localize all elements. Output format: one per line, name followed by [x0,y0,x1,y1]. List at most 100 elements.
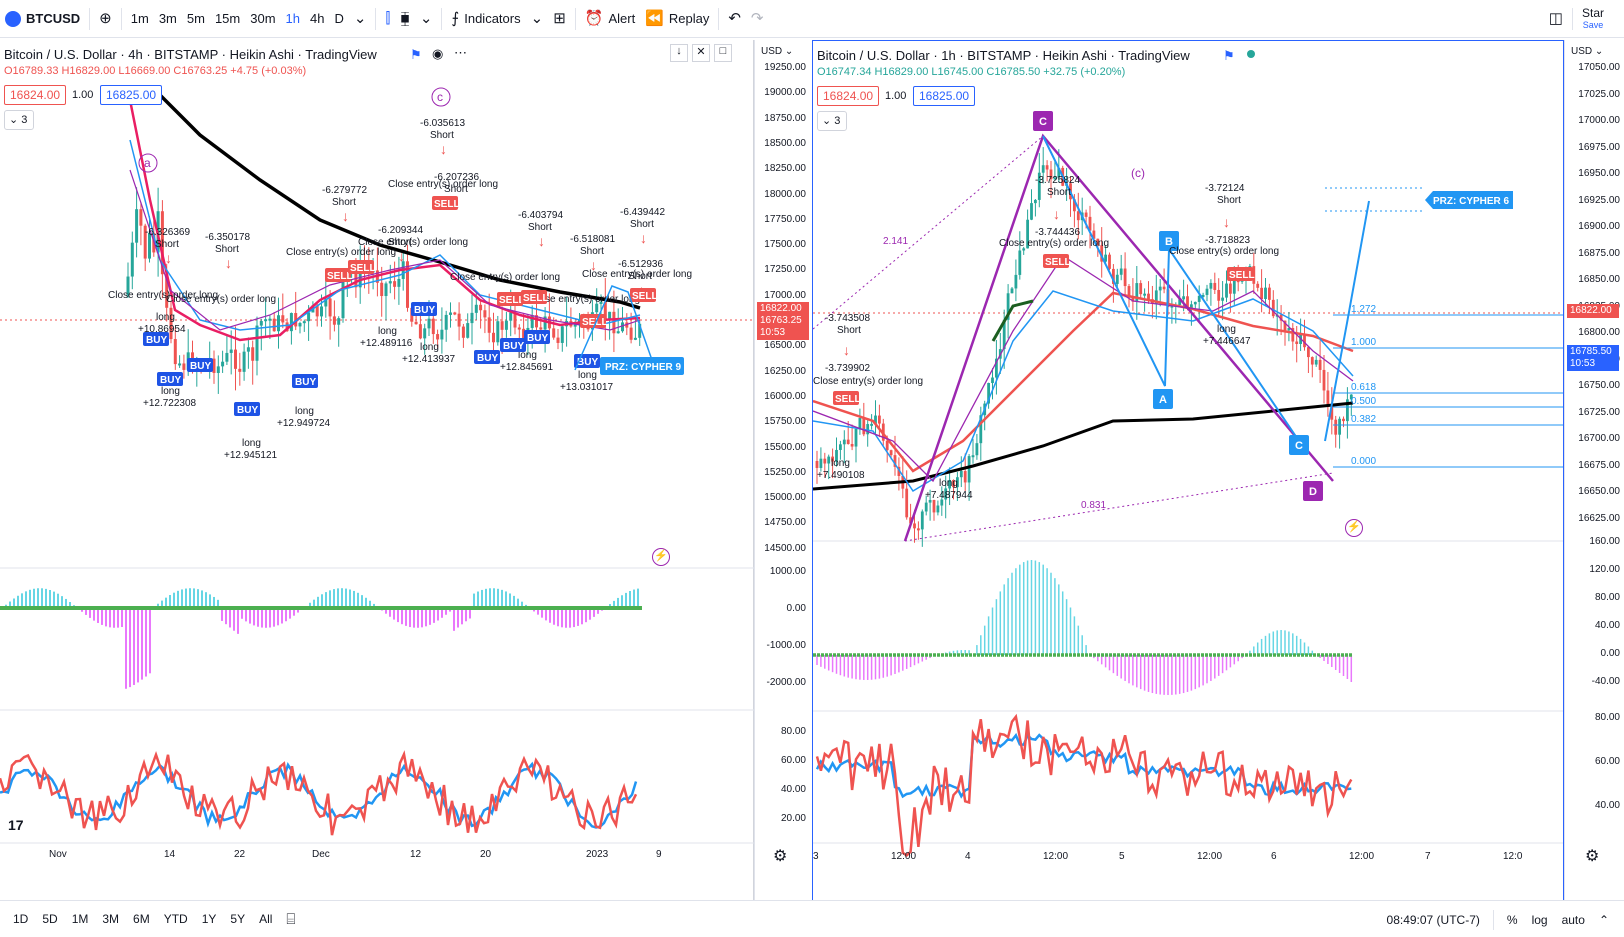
right-ask-box[interactable]: 16825.00 [913,86,976,106]
right-price-tick-label: 16850.00 [1578,274,1620,285]
more-icon[interactable]: ⋯ [454,45,467,60]
fib-level-label: 0.000 [1351,456,1376,467]
chart-type-bars-button[interactable]: ⫿ [380,0,395,38]
top-toolbar: BTCUSD ⊕ 1m 3m 5m 15m 30m 1h 4h D ⌄ ⫿ ⧯ … [0,0,1624,38]
right-price-tick-label: 17050.00 [1578,62,1620,73]
interval-1m[interactable]: 1m [130,11,149,26]
time-tick-label: 3 [813,851,819,862]
left-ask-box[interactable]: 16825.00 [100,85,163,105]
undo-button[interactable]: ↶ [723,0,746,38]
clock-label[interactable]: 08:49:07 (UTC-7) [1386,912,1480,927]
candle-body [1193,301,1197,305]
interval-dropdown[interactable]: ⌄ [349,0,372,38]
candle-body [1108,254,1111,269]
interval-4h[interactable]: 4h [310,11,325,26]
interval-5m[interactable]: 5m [186,11,205,26]
right-currency[interactable]: USD ⌄ [1571,46,1604,57]
candle-body [612,311,616,334]
range-all[interactable]: All [259,912,273,926]
time-tick-label: 12:00 [891,851,916,862]
trade-value: +12.413937 [402,354,456,365]
candle-body [1349,394,1353,400]
chart-type-dropdown[interactable]: ⌄ [415,0,438,38]
range-6m[interactable]: 6M [133,912,150,926]
right-chart-pane[interactable]: 2.141 0.831 (c) C B A C D 1.272 1.000 0.618 0.500 0.… [812,40,1564,916]
flag-icon[interactable]: ⚑ [410,47,422,62]
goto-date-button[interactable]: ⌸ [279,912,302,927]
left-chart-title: Bitcoin / U.S. Dollar · 4h · BITSTAMP · … [4,47,377,62]
right-price-axis[interactable]: USD ⌄ 17050.00 17025.00 17000.00 16975.00 16… [1564,40,1624,916]
candle-body [431,318,435,335]
hide-bottom-panel-icon[interactable]: ⌃ [1598,912,1609,927]
symbol-search[interactable]: BTCUSD [0,0,85,38]
right-spread: 1.00 [885,90,907,102]
left-price-tick-label: 15250.00 [764,466,806,478]
settings-icon[interactable]: ⚙ [1585,848,1600,865]
left-chart-canvas[interactable]: ac-6.035613Short↓-6.207236Short↓-6.32636… [0,40,754,916]
range-ytd[interactable]: YTD [163,912,188,926]
left-bid-box[interactable]: 16824.00 [4,85,67,105]
redo-icon: ↷ [750,10,764,27]
range-5d[interactable]: 5D [42,912,58,926]
lightning-icon[interactable]: ⚡ [652,548,670,566]
percent-toggle[interactable]: % [1506,912,1518,927]
auto-toggle[interactable]: auto [1561,912,1585,927]
pattern-point-marker [1303,481,1323,501]
candle-body [1310,357,1314,365]
range-5y[interactable]: 5Y [230,912,246,926]
left-price-axis[interactable]: USD ⌄ 19250.00 19000.00 18750.00 18500.00 18… [754,40,810,916]
long-label: long [1217,324,1236,335]
indicators-button[interactable]: ⨍ Indicators [451,10,521,27]
short-arrow: ↓ [398,248,405,264]
range-1m[interactable]: 1M [71,912,89,926]
log-toggle[interactable]: log [1531,912,1548,927]
interval-d[interactable]: D [334,11,344,26]
chevron-down-icon: ⌄ [419,10,433,27]
right-price-tick-label: 16975.00 [1578,141,1620,153]
add-symbol-button[interactable]: ⊕ [94,0,117,38]
chart-type-candles-button[interactable]: ⧯ [395,0,415,38]
candle-body [1006,293,1010,320]
pattern-point-label: D [1309,486,1317,498]
candle-body [216,366,220,373]
indicators-dropdown[interactable]: ⌄ [526,0,549,38]
left-chart-pane[interactable]: ac-6.035613Short↓-6.207236Short↓-6.32636… [0,40,754,916]
toggle-panel-button[interactable]: ◫ [1544,0,1568,38]
redo-button[interactable]: ↷ [746,0,769,38]
interval-30m[interactable]: 30m [250,11,276,26]
right-chart-canvas[interactable]: 2.141 0.831 (c) C B A C D 1.272 1.000 0.618 0.500 0.… [813,41,1563,915]
maximize-icon[interactable]: □ [714,44,732,62]
left-collapse-button[interactable]: ⌄ 3 [4,110,34,130]
scroll-down-icon[interactable]: ↓ [670,44,688,62]
layout-button[interactable]: ⊞ [548,0,571,38]
range-1y[interactable]: 1Y [201,912,217,926]
interval-3m[interactable]: 3m [158,11,177,26]
eye-icon[interactable]: ◉ [432,46,444,61]
candle-body [1318,359,1322,370]
candle-body [897,466,901,476]
right-bid-box[interactable]: 16824.00 [817,86,880,106]
close-icon[interactable]: ✕ [692,44,710,62]
short-arrow: ↓ [1053,206,1060,222]
interval-1h[interactable]: 1h [285,11,300,26]
replay-button[interactable]: ⏪ Replay [645,10,710,27]
range-1d[interactable]: 1D [13,912,29,926]
short-arrow: ↓ [1223,214,1230,230]
candle-body [324,298,328,307]
interval-15m[interactable]: 15m [214,11,241,26]
flag-icon[interactable]: ⚑ [1223,48,1235,63]
range-3m[interactable]: 3M [102,912,120,926]
close-entry-label: Close entry(s) order long [450,272,560,283]
short-arrow: ↓ [342,208,349,224]
sell-label: SELL [1229,270,1255,281]
right-collapse-button[interactable]: ⌄ 3 [817,111,847,131]
pattern-point-label: C [1295,440,1303,452]
right-osc1-tick-label: 160.00 [1589,536,1620,547]
save-button[interactable]: Star Save [1577,0,1624,38]
lightning-icon[interactable]: ⚡ [1345,519,1363,537]
alert-button[interactable]: ⏰ Alert [584,10,636,27]
left-currency[interactable]: USD ⌄ [761,46,794,57]
right-price-tick-label: 17000.00 [1578,115,1620,126]
long-label: long [578,370,597,381]
settings-icon[interactable]: ⚙ [773,848,788,865]
